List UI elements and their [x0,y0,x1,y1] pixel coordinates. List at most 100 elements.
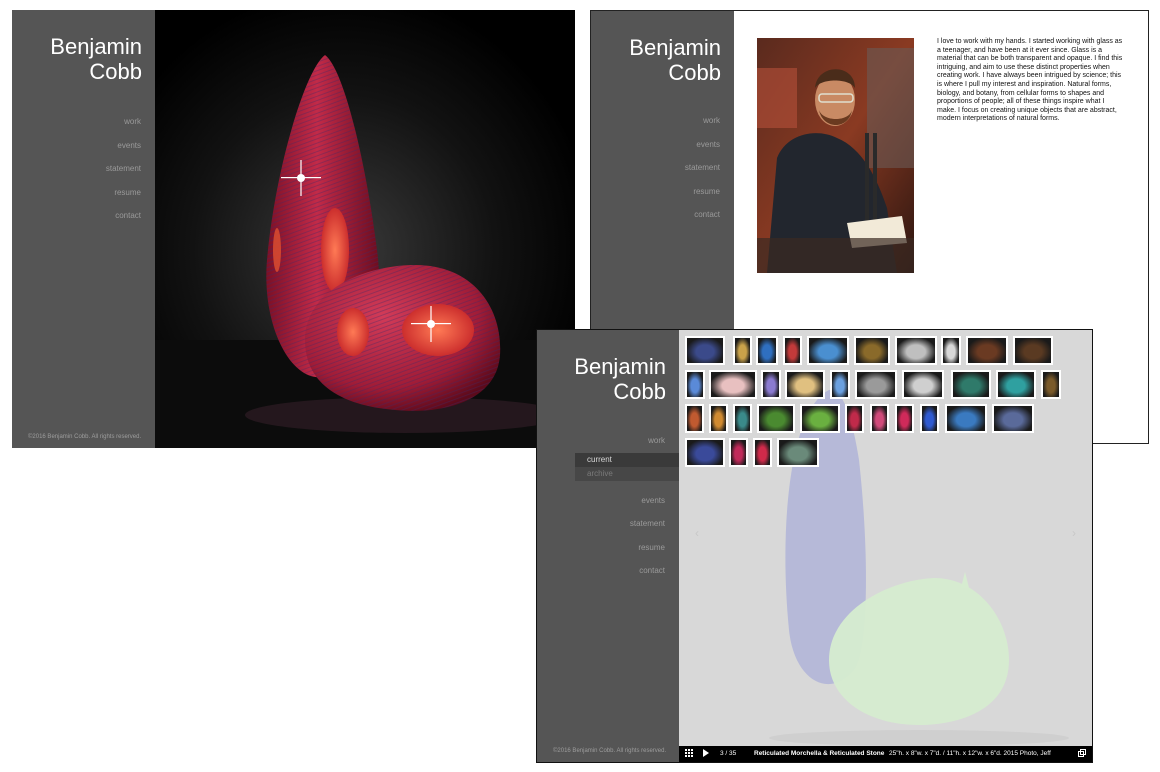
thumbnail-image [998,372,1034,397]
fullscreen-icon[interactable] [1078,746,1086,762]
thumbnail[interactable] [709,404,728,433]
main-nav: work current archive events statement re… [575,429,679,583]
nav-statement[interactable]: statement [105,164,141,173]
thumbnail[interactable] [845,404,864,433]
thumbnail-image [994,406,1032,431]
thumbnail-image [759,406,793,431]
site-title-line1: Benjamin [629,35,721,60]
play-icon[interactable] [703,746,709,762]
thumbnail-image [953,372,989,397]
thumbnail[interactable] [992,404,1034,433]
thumbnail[interactable] [685,370,705,399]
sidebar: Benjamin Cobb work events statement resu… [12,10,155,448]
site-title[interactable]: Benjamin Cobb [574,354,666,404]
thumbnail[interactable] [685,336,725,365]
thumbnail[interactable] [902,370,944,399]
nav-contact[interactable]: contact [639,566,665,575]
site-title-line2: Cobb [613,379,666,404]
subnav-archive[interactable]: archive [575,466,679,481]
main-nav: work events statement resume contact [685,109,720,227]
nav-events[interactable]: events [641,495,665,505]
thumbnail-image [755,440,770,465]
thumbnail[interactable] [785,370,825,399]
thumbnail[interactable] [761,370,781,399]
thumbnail[interactable] [951,370,991,399]
hero-artwork-image [155,10,575,448]
next-arrow-icon[interactable]: › [1072,526,1076,540]
artist-statement-text: I love to work with my hands. I started … [937,38,1123,123]
copyright: ©2016 Benjamin Cobb. All rights reserved… [553,748,667,754]
slide-counter: 3 / 35 [720,750,737,757]
nav-statement[interactable]: statement [684,163,720,172]
thumbnail[interactable] [733,336,752,365]
nav-events[interactable]: events [696,139,720,149]
subnav-current[interactable]: current [575,452,679,467]
thumbnail[interactable] [807,336,849,365]
thumbnail-image [731,440,746,465]
thumbnail-image [968,338,1006,363]
thumbnail[interactable] [733,404,752,433]
thumbnail[interactable] [1041,370,1061,399]
thumbnail[interactable] [756,336,778,365]
prev-arrow-icon[interactable]: ‹ [695,526,699,540]
site-title[interactable]: Benjamin Cobb [629,35,721,85]
nav-resume[interactable]: resume [693,186,720,196]
nav-work[interactable]: work [124,117,141,126]
site-title-line2: Cobb [668,60,721,85]
thumbnail[interactable] [830,370,850,399]
sidebar: Benjamin Cobb work current archive event… [537,330,679,762]
thumbnail[interactable] [941,336,961,365]
nav-work[interactable]: work [648,436,665,445]
thumbnail[interactable] [1013,336,1053,365]
thumbnail[interactable] [757,404,795,433]
thumbnail-image [779,440,817,465]
main-nav: work events statement resume contact [106,110,141,228]
thumbnail[interactable] [966,336,1008,365]
grid-icon[interactable] [685,746,693,762]
thumbnail[interactable] [753,438,772,467]
thumbnail-image [687,406,702,431]
nav-resume[interactable]: resume [114,187,141,197]
thumbnail-image [872,406,887,431]
thumbnail-image [1043,372,1059,397]
thumbnail[interactable] [855,370,897,399]
thumbnail[interactable] [895,336,937,365]
thumbnail-image [947,406,985,431]
thumbnail-image [787,372,823,397]
thumbnail[interactable] [729,438,748,467]
thumbnail-image [897,406,912,431]
nav-work[interactable]: work [703,116,720,125]
thumbnail-image [785,338,800,363]
thumbnail-image [904,372,942,397]
thumbnail[interactable] [895,404,914,433]
thumbnail-image [687,440,723,465]
gallery-bottom-bar: 3 / 35 Reticulated Morchella & Reticulat… [679,746,1092,762]
nav-resume[interactable]: resume [638,542,665,552]
thumbnail[interactable] [945,404,987,433]
nav-contact[interactable]: contact [115,211,141,220]
home-page-screenshot: Benjamin Cobb work events statement resu… [12,10,575,448]
thumbnail[interactable] [777,438,819,467]
thumbnail[interactable] [685,404,704,433]
work-subnav: current archive [575,452,679,481]
thumbnail[interactable] [920,404,939,433]
thumbnail-image [763,372,779,397]
thumbnail-image [687,372,703,397]
artwork-title: Reticulated Morchella & Reticulated Ston… [754,750,885,757]
nav-events[interactable]: events [117,140,141,150]
thumbnail[interactable] [709,370,757,399]
thumbnail[interactable] [996,370,1036,399]
nav-statement[interactable]: statement [629,519,665,528]
thumbnail-image [832,372,848,397]
thumbnail[interactable] [800,404,840,433]
site-title[interactable]: Benjamin Cobb [50,34,142,84]
thumbnail-image [687,338,723,363]
nav-contact[interactable]: contact [694,210,720,219]
thumbnail[interactable] [783,336,802,365]
artist-portrait-photo [757,38,914,273]
thumbnail[interactable] [854,336,890,365]
thumbnail-image [711,372,755,397]
thumbnail[interactable] [685,438,725,467]
site-title-line2: Cobb [89,59,142,84]
thumbnail[interactable] [870,404,889,433]
